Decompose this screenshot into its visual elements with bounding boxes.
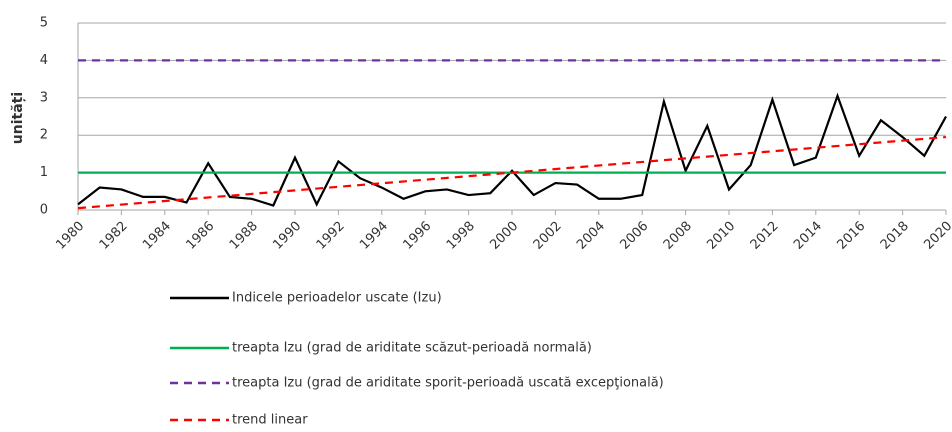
x-tick-label: 1980 xyxy=(53,219,87,253)
legend-label: treapta Izu (grad de ariditate sporit-pe… xyxy=(232,376,664,391)
legend-label: treapta Izu (grad de ariditate scăzut-pe… xyxy=(232,341,592,356)
x-tick-label: 2008 xyxy=(661,219,695,253)
y-tick-label: 4 xyxy=(40,53,48,68)
x-tick-label: 2018 xyxy=(878,219,912,253)
x-tick-label: 1984 xyxy=(140,219,174,253)
x-tick-label: 1982 xyxy=(97,219,131,253)
x-tick-label: 2006 xyxy=(617,219,651,253)
legend-label: trend linear xyxy=(232,413,308,428)
x-tick-label: 1990 xyxy=(270,219,304,253)
y-tick-label: 3 xyxy=(40,90,48,105)
x-tick-label: 2016 xyxy=(834,219,868,253)
y-axis-label: unități xyxy=(10,92,26,144)
x-tick-label: 1994 xyxy=(357,219,391,253)
x-tick-label: 2014 xyxy=(791,219,825,253)
x-tick-label: 1996 xyxy=(400,219,434,253)
x-tick-label: 2002 xyxy=(531,219,565,253)
x-tick-label: 2000 xyxy=(487,219,521,253)
x-tick-label: 1998 xyxy=(444,219,478,253)
y-tick-label: 0 xyxy=(40,203,48,218)
x-tick-label: 2004 xyxy=(574,219,608,253)
x-tick-label: 2010 xyxy=(704,219,738,253)
x-tick-label: 1988 xyxy=(227,219,261,253)
y-tick-label: 2 xyxy=(40,128,48,143)
x-tick-label: 2020 xyxy=(921,219,952,253)
x-tick-label: 2012 xyxy=(748,219,782,253)
series-line xyxy=(77,135,947,210)
legend-label: Indicele perioadelor uscate (Izu) xyxy=(232,291,442,306)
series-line xyxy=(77,92,947,207)
x-tick-label: 1986 xyxy=(183,219,217,253)
x-tick-label: 1992 xyxy=(314,219,348,253)
y-tick-label: 5 xyxy=(40,16,48,31)
y-tick-label: 1 xyxy=(40,165,48,180)
